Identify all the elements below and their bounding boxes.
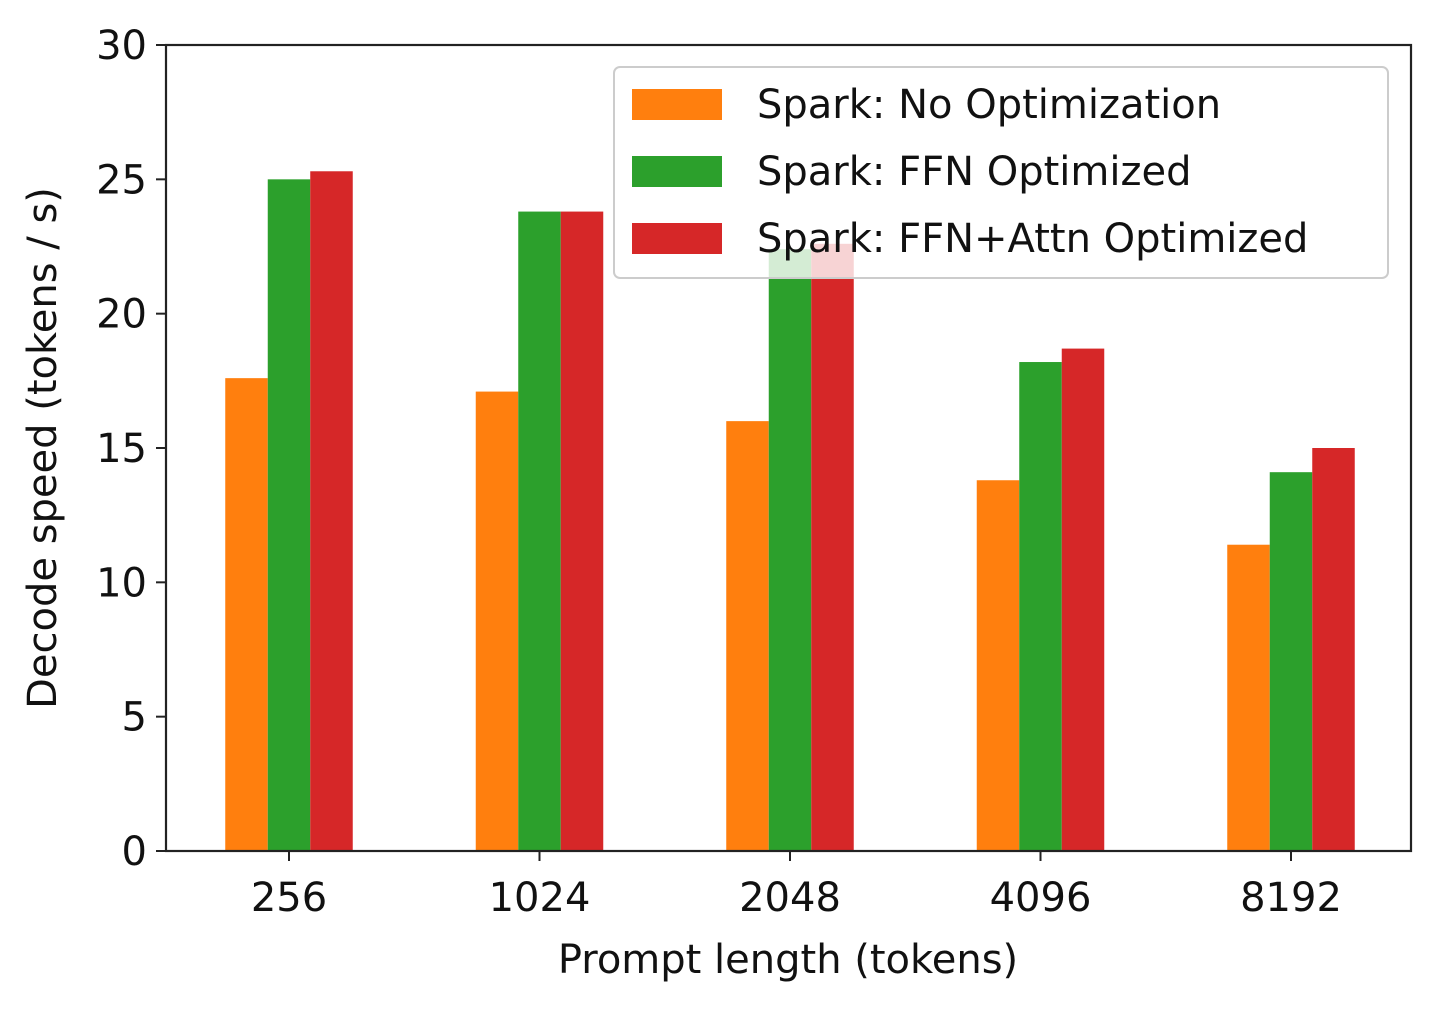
bar-3-2048 [811,243,854,851]
y-tick-label: 5 [122,695,147,741]
x-axis: 256 1024 2048 4096 8192 [251,851,1342,921]
bar-1-2048 [726,421,769,851]
bar-2-2048 [768,249,812,851]
y-tick-label: 0 [122,829,147,875]
x-axis-title: Prompt length (tokens) [558,937,1018,983]
bar-3-256 [310,171,353,851]
bar-2-8192 [1269,472,1313,851]
x-tick-label: 1024 [489,875,591,921]
bar-2-4096 [1019,362,1062,851]
y-axis: 0 5 10 15 20 25 30 [96,23,166,875]
bar-1-4096 [976,480,1020,851]
legend-label-3: Spark: FFN+Attn Optimized [757,216,1308,262]
bar-1-256 [225,378,268,851]
legend: Spark: No Optimization Spark: FFN Optimiz… [613,66,1389,279]
legend-swatch-3 [632,223,722,254]
bar-3-4096 [1061,348,1105,851]
y-tick-label: 15 [96,426,147,472]
legend-swatch-2 [632,156,722,187]
y-tick-label: 10 [96,560,147,606]
y-tick-label: 30 [96,23,147,69]
x-tick-label: 8192 [1240,875,1342,921]
y-tick-label: 25 [96,157,147,203]
legend-label-1: Spark: No Optimization [757,82,1221,128]
x-tick-label: 256 [251,875,327,921]
bars-layer [225,171,1355,851]
legend-label-2: Spark: FFN Optimized [757,149,1192,195]
bar-3-1024 [560,211,604,851]
bar-3-8192 [1312,448,1355,851]
x-tick-label: 2048 [739,875,841,921]
y-axis-title: Decode speed (tokens / s) [20,187,66,709]
x-tick-label: 4096 [990,875,1092,921]
y-tick-label: 20 [96,292,147,338]
legend-swatch-1 [632,89,722,120]
bar-2-256 [267,179,311,851]
bar-2-1024 [518,211,561,851]
bar-1-1024 [475,391,519,851]
bar-1-8192 [1227,544,1270,851]
legend-box [613,66,1389,279]
